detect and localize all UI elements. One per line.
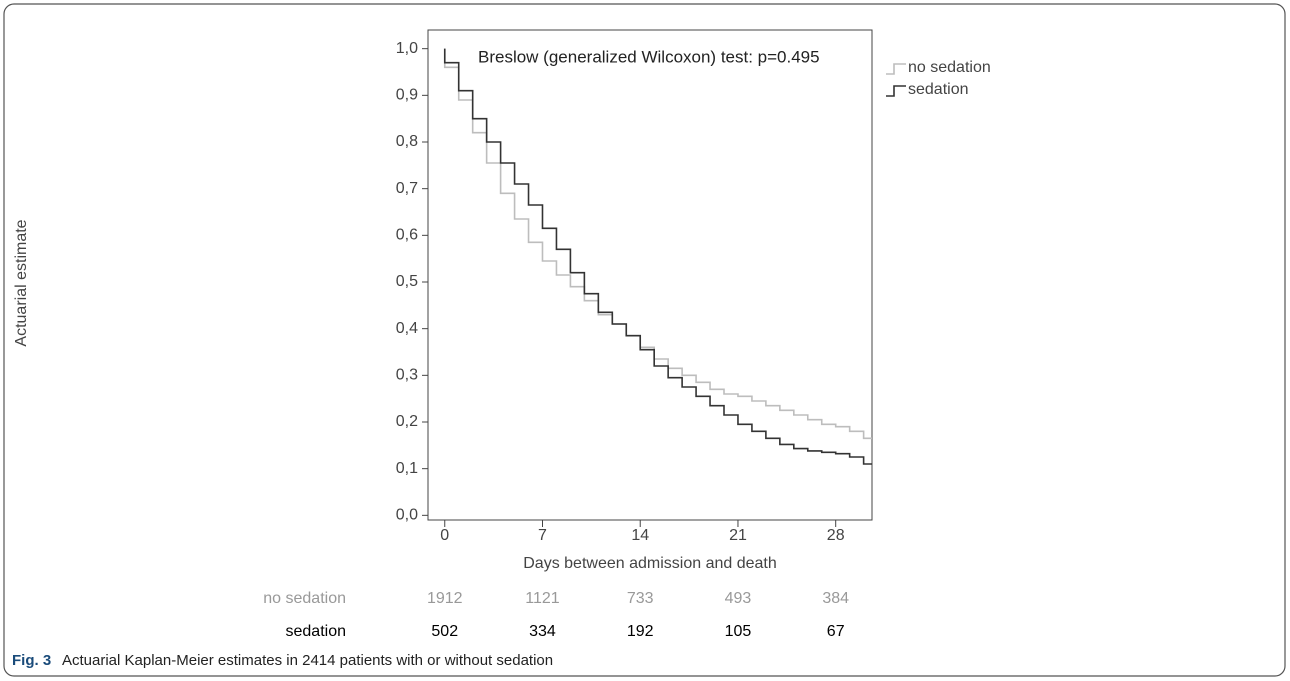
risk-value: 502 [431,623,458,640]
legend-label: sedation [908,81,969,98]
survival-line [443,48,872,465]
y-tick-label: 0,1 [396,460,418,477]
risk-value: 105 [725,623,752,640]
survival-line [443,48,872,440]
y-tick-label: 0,2 [396,413,418,430]
plot-frame [427,29,873,521]
risk-value: 733 [627,590,654,607]
risk-value: 67 [827,623,845,640]
risk-value: 384 [822,590,849,607]
x-tick-label: 14 [631,527,649,544]
legend-swatch [886,85,906,97]
x-tick-label: 7 [538,527,547,544]
y-tick-label: 0,8 [396,133,418,150]
x-tick-label: 21 [729,527,747,544]
risk-value: 1121 [525,590,560,607]
figure-frame [3,3,1286,677]
x-tick-label: 28 [827,527,845,544]
risk-value: 334 [529,623,556,640]
caption: Actuarial Kaplan-Meier estimates in 2414… [62,652,553,669]
risk-value: 192 [627,623,654,640]
y-tick-label: 0,6 [396,227,418,244]
caption-label: Fig. 3 [12,652,51,669]
risk-row-label: no sedation [263,590,346,607]
risk-row-label: sedation [286,623,347,640]
x-axis-label: Days between admission and death [523,555,777,572]
y-tick-label: 0,3 [396,367,418,384]
risk-value: 1912 [427,590,463,607]
x-tick-label: 0 [440,527,449,544]
y-axis-label: Actuarial estimate [13,219,30,346]
y-tick-label: 0,5 [396,273,418,290]
y-tick-label: 1,0 [396,40,418,57]
risk-value: 493 [725,590,752,607]
annotation: Breslow (generalized Wilcoxon) test: p=0… [478,47,820,66]
y-tick-label: 0,0 [396,507,418,524]
y-tick-label: 0,7 [396,180,418,197]
legend-swatch [886,63,906,75]
legend-label: no sedation [908,59,991,76]
y-tick-label: 0,4 [396,320,418,337]
y-tick-label: 0,9 [396,87,418,104]
